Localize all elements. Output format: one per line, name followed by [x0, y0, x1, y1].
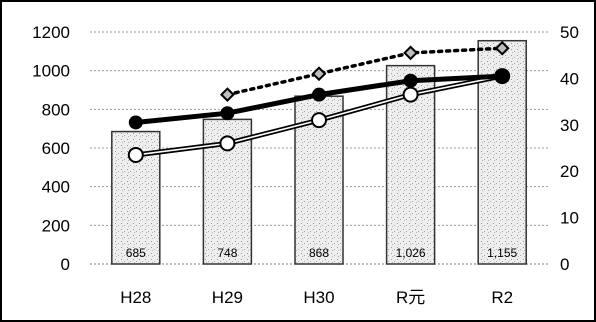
y-axis-tick-label: 200 — [42, 216, 70, 235]
series-point-diamond — [494, 40, 510, 56]
series-point-hollow — [402, 86, 419, 103]
y-axis-tick-label: 1200 — [32, 23, 70, 42]
series-point-diamond — [311, 66, 327, 82]
labels: 685 748 868 1,026 1,155020040060080010001200… — [32, 23, 579, 307]
bar-value-label: 1,155 — [487, 246, 517, 260]
y2-axis-tick-label: 0 — [560, 255, 569, 274]
series-point-thick — [128, 115, 143, 130]
series-point-thick — [495, 69, 510, 84]
x-axis-tick-label: R2 — [491, 288, 513, 307]
series-point-thick — [312, 87, 326, 102]
y-axis-tick-label: 1000 — [32, 62, 70, 81]
series-point-hollow — [219, 135, 236, 152]
y2-axis-tick-label: 50 — [560, 23, 579, 42]
series-point-diamond — [219, 87, 235, 103]
series-point-diamond — [403, 45, 419, 61]
y-axis-tick-label: 0 — [61, 255, 70, 274]
series-point-thick — [403, 73, 418, 88]
series-point-hollow — [127, 146, 144, 163]
bar-value-label: 1,026 — [396, 246, 426, 260]
bar-value-label: 748 — [217, 246, 237, 260]
series-point-thick — [220, 106, 235, 121]
line-series — [127, 40, 511, 163]
series-point-hollow — [311, 112, 327, 129]
y2-axis-tick-label: 10 — [560, 209, 579, 228]
y-axis-tick-label: 800 — [42, 100, 70, 119]
bar-value-label: 685 — [126, 246, 146, 260]
y2-axis-tick-label: 30 — [560, 116, 579, 135]
x-axis-tick-label: H30 — [303, 288, 334, 307]
y-axis-tick-label: 400 — [42, 178, 70, 197]
series-line-dotted — [225, 46, 504, 97]
y-axis-tick-label: 600 — [42, 139, 70, 158]
y2-axis-tick-label: 40 — [560, 69, 579, 88]
x-axis-tick-label: H29 — [212, 288, 243, 307]
x-axis-tick-label: H28 — [120, 288, 151, 307]
bar-value-label: 868 — [309, 246, 329, 260]
y2-axis-tick-label: 20 — [560, 162, 579, 181]
x-axis-tick-label: R元 — [396, 288, 425, 307]
